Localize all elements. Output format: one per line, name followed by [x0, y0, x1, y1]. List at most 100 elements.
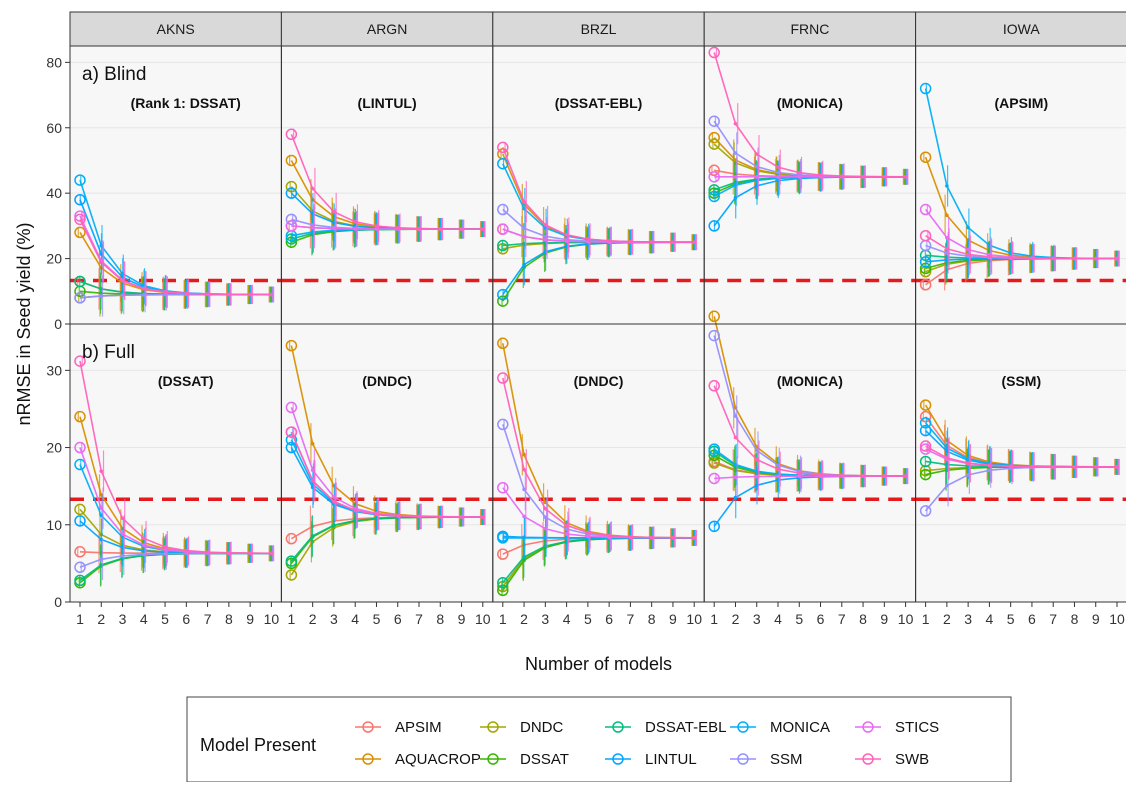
- data-point-stics: [374, 227, 379, 231]
- data-point-swb: [99, 260, 104, 265]
- data-point-swb: [649, 240, 654, 244]
- x-tick-label: 7: [204, 611, 212, 627]
- data-point-swb: [522, 199, 526, 204]
- data-point-stics: [945, 235, 949, 240]
- data-point-swb: [708, 46, 720, 59]
- data-point-ssm: [543, 234, 548, 239]
- data-point-swb: [417, 226, 421, 231]
- data-point-aquacrop: [522, 452, 526, 457]
- data-point-dssat-ebl: [310, 534, 315, 538]
- x-tick-label: 1: [76, 611, 84, 627]
- best-model-label: (DSSAT-EBL): [555, 95, 643, 111]
- data-point-stics: [966, 247, 970, 252]
- data-point-swb: [776, 467, 780, 471]
- data-point-swb: [74, 355, 86, 367]
- data-point-aquacrop: [945, 213, 949, 218]
- data-point-stics: [497, 481, 509, 494]
- x-axis-title: Number of models: [525, 654, 672, 674]
- x-tick-label: 8: [648, 611, 656, 627]
- data-point-swb: [1008, 256, 1013, 260]
- data-point-swb: [945, 247, 949, 251]
- data-point-swb: [1093, 256, 1098, 261]
- legend-swatch-point: [737, 753, 749, 765]
- legend-entry-label: STICS: [895, 719, 939, 736]
- data-point-swb: [607, 533, 611, 538]
- x-tick-label: 3: [753, 611, 761, 627]
- x-tick-label: 4: [774, 611, 782, 627]
- x-tick-label: 5: [795, 611, 803, 627]
- data-point-ssm: [945, 251, 949, 255]
- x-tick-label: 8: [1071, 611, 1079, 627]
- x-tick-label: 8: [436, 611, 444, 627]
- data-point-swb: [120, 279, 125, 283]
- x-tick-label: 2: [309, 611, 317, 627]
- data-point-swb: [776, 165, 780, 169]
- data-point-swb: [184, 291, 189, 296]
- data-point-swb: [163, 545, 167, 549]
- data-point-monica: [522, 536, 526, 540]
- x-tick-label: 10: [1109, 611, 1125, 627]
- data-point-ssm: [142, 293, 146, 297]
- data-point-ssm: [99, 557, 104, 562]
- data-point-stics: [497, 223, 509, 235]
- best-model-label: (DSSAT): [158, 373, 214, 389]
- best-model-label: (SSM): [1001, 373, 1041, 389]
- data-point-lintul: [708, 520, 720, 533]
- data-point-swb: [882, 474, 887, 478]
- data-point-lintul: [919, 256, 932, 268]
- x-tick-label: 6: [605, 611, 613, 627]
- data-point-monica: [945, 184, 949, 188]
- data-point-swb: [522, 467, 526, 472]
- data-point-monica: [708, 190, 720, 203]
- data-point-swb: [374, 512, 379, 517]
- data-point-stics: [564, 532, 569, 536]
- data-point-ssm: [733, 414, 738, 418]
- data-point-lintul: [285, 441, 298, 454]
- facet-strip: [915, 11, 1126, 47]
- x-tick-label: 3: [119, 611, 127, 627]
- x-tick-label: 5: [1007, 611, 1015, 627]
- x-tick-label: 9: [458, 611, 466, 627]
- series-line-swb: [290, 431, 483, 518]
- data-point-dssat-ebl: [285, 233, 298, 245]
- x-tick-label: 7: [1049, 611, 1057, 627]
- data-point-swb: [966, 461, 970, 465]
- data-point-swb: [1030, 464, 1034, 469]
- data-point-apsim: [285, 532, 298, 545]
- series-line-swb: [79, 218, 272, 296]
- data-point-ssm: [733, 151, 738, 155]
- row-label: b) Full: [82, 342, 135, 363]
- data-point-stics: [733, 175, 738, 179]
- legend-entry-label: SWB: [895, 751, 929, 768]
- data-point-dssat-ebl: [708, 184, 720, 196]
- data-point-dssat: [919, 468, 932, 481]
- data-point-swb: [481, 515, 485, 519]
- data-point-swb: [285, 128, 298, 141]
- data-point-stics: [310, 468, 315, 472]
- data-point-lintul: [733, 495, 738, 500]
- data-point-swb: [74, 213, 86, 226]
- data-point-swb: [840, 473, 844, 478]
- data-point-swb: [733, 121, 738, 126]
- data-point-stics: [522, 234, 526, 239]
- data-point-swb: [903, 174, 908, 179]
- data-point-ssm: [522, 487, 526, 492]
- data-point-swb: [1093, 465, 1098, 469]
- data-point-swb: [1008, 464, 1013, 468]
- panel-background: [281, 324, 493, 602]
- data-point-stics: [586, 534, 590, 539]
- best-model-label: (APSIM): [994, 95, 1048, 111]
- data-point-dssat-ebl: [332, 523, 336, 527]
- data-point-stics: [586, 239, 590, 244]
- data-point-dndc: [708, 457, 720, 469]
- data-point-swb: [586, 237, 590, 241]
- y-tick-label: 0: [54, 316, 62, 332]
- data-point-dssat-ebl: [919, 455, 932, 468]
- data-point-monica: [74, 458, 86, 471]
- data-point-swb: [797, 471, 802, 475]
- data-point-stics: [543, 526, 548, 531]
- data-point-monica: [733, 183, 738, 188]
- data-point-swb: [1115, 256, 1119, 261]
- data-point-swb: [459, 227, 464, 231]
- data-point-swb: [692, 240, 696, 244]
